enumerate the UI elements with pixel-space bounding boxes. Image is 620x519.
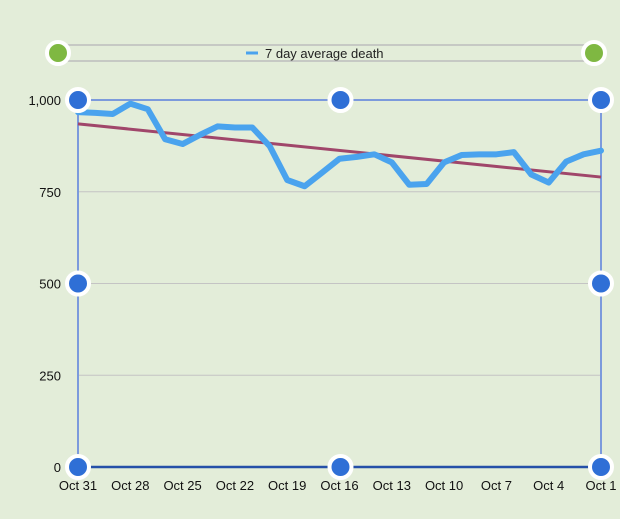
y-tick-label: 750: [39, 185, 61, 200]
y-axis-labels: 0 250 500 750 1,000: [28, 93, 61, 475]
x-tick-label: Oct 10: [425, 478, 463, 493]
x-tick-label: Oct 7: [481, 478, 512, 493]
legend: 7 day average death: [45, 40, 607, 66]
series-line: [75, 100, 604, 190]
x-axis-labels: Oct 31 Oct 28 Oct 25 Oct 22 Oct 19 Oct 16 Oct …: [59, 478, 617, 493]
resize-handle[interactable]: [327, 87, 354, 113]
resize-handle[interactable]: [588, 454, 614, 480]
resize-handle[interactable]: [65, 87, 91, 113]
selection-handles[interactable]: [65, 87, 614, 480]
resize-handle[interactable]: [327, 454, 354, 480]
x-tick-label: Oct 19: [268, 478, 306, 493]
x-tick-label: Oct 22: [216, 478, 254, 493]
x-tick-label: Oct 13: [373, 478, 411, 493]
resize-handle[interactable]: [65, 270, 91, 297]
trendline: [77, 122, 602, 179]
resize-handle[interactable]: [588, 87, 614, 113]
y-tick-label: 0: [54, 460, 61, 475]
x-tick-label: Oct 31: [59, 478, 97, 493]
resize-handle[interactable]: [65, 454, 91, 480]
x-tick-label: Oct 25: [163, 478, 201, 493]
legend-label: 7 day average death: [265, 46, 384, 61]
legend-handle-left[interactable]: [45, 40, 71, 66]
y-tick-label: 250: [39, 368, 61, 383]
series-group: [75, 100, 604, 190]
grid: [78, 99, 601, 468]
resize-handle[interactable]: [588, 270, 614, 297]
x-tick-label: Oct 1: [585, 478, 616, 493]
y-tick-label: 500: [39, 277, 61, 292]
legend-handle-right[interactable]: [581, 40, 607, 66]
trendline-group: [77, 122, 602, 179]
x-tick-label: Oct 28: [111, 478, 149, 493]
x-tick-label: Oct 16: [320, 478, 358, 493]
x-tick-label: Oct 4: [533, 478, 564, 493]
y-tick-label: 1,000: [28, 93, 61, 108]
